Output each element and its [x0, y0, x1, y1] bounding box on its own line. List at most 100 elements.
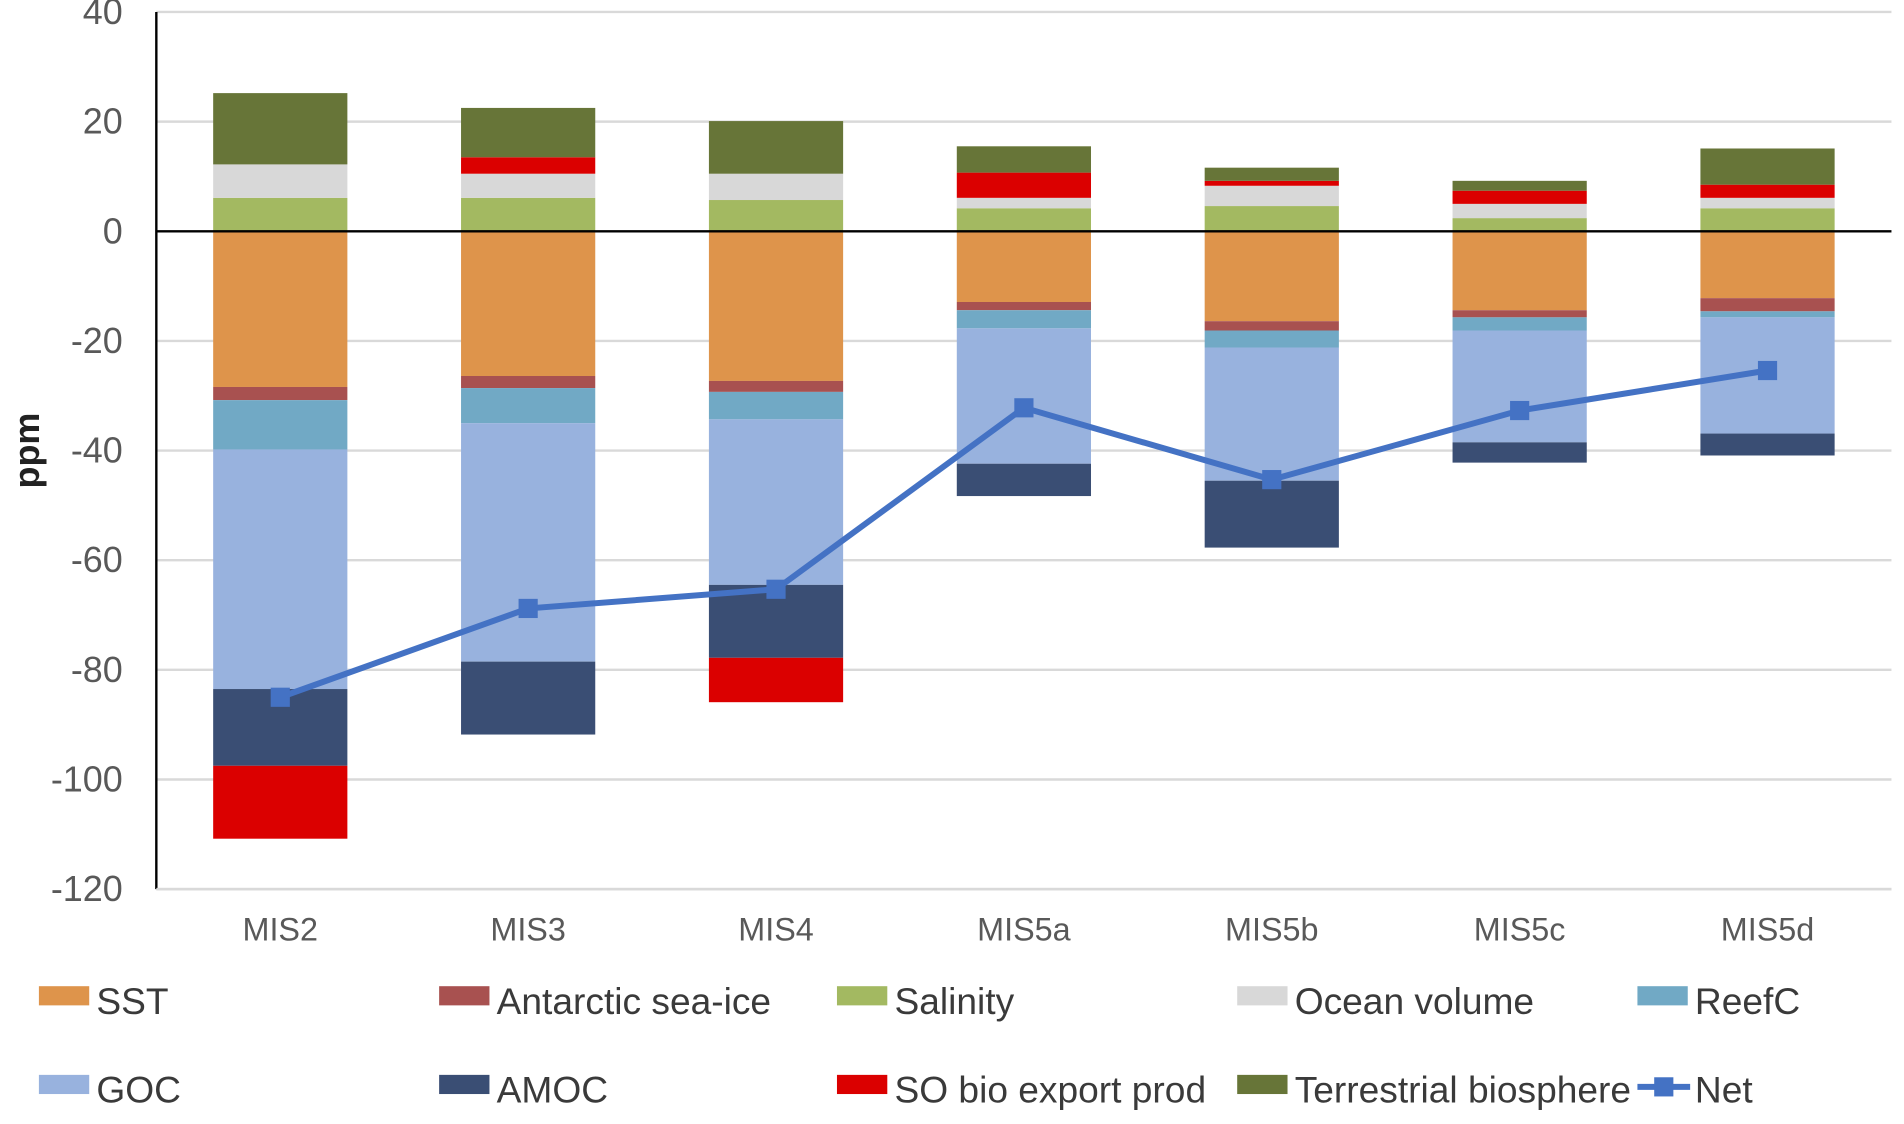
legend-label: Salinity [894, 980, 1014, 1022]
bar-segment-sst-mis3 [461, 231, 596, 377]
legend-item-amoc: AMOC [439, 1068, 608, 1110]
net-marker [1757, 360, 1778, 381]
legend-swatch [38, 1074, 90, 1095]
y-tick-label: -40 [71, 430, 123, 471]
bar-segment-sst-mis5c [1452, 231, 1587, 311]
legend-label: Ocean volume [1295, 980, 1534, 1022]
y-tick-label: -80 [71, 649, 123, 690]
legend-swatch [439, 986, 490, 1006]
bar-segment-reefc-mis5b [1204, 330, 1339, 348]
bar-segment-terrestrial-biosphere-mis3 [461, 107, 596, 158]
legend-label: Antarctic sea-ice [497, 980, 771, 1022]
bar-segment-amoc-mis5a [956, 463, 1092, 497]
bar-segment-sst-mis5b [1204, 231, 1339, 322]
net-marker [518, 598, 538, 619]
bar-segment-ocean-volume-mis3 [461, 173, 596, 198]
x-tick-label: MIS5d [1721, 912, 1814, 948]
bar-segment-reefc-mis5d [1700, 311, 1835, 318]
bar-segment-antarctic-sea-ice-mis5c [1452, 310, 1587, 318]
bar-segment-antarctic-sea-ice-mis5d [1700, 298, 1835, 312]
legend-swatch [836, 1074, 888, 1095]
net-marker [766, 579, 786, 599]
bar-segment-terrestrial-biosphere-mis5b [1204, 167, 1339, 181]
bar-segment-salinity-mis2 [213, 197, 348, 232]
bar-segment-ocean-volume-mis5a [956, 197, 1092, 209]
axes [155, 11, 1892, 891]
legend-label: SO bio export prod [894, 1068, 1206, 1110]
bar-segment-antarctic-sea-ice-mis2 [213, 386, 348, 401]
bar-segment-ocean-volume-mis4 [708, 173, 844, 201]
bar-segment-amoc-mis5c [1452, 442, 1587, 463]
bar-segment-salinity-mis3 [461, 197, 596, 232]
bar-segment-ocean-volume-mis5c [1452, 203, 1587, 219]
bar-segment-goc-mis4 [708, 419, 844, 585]
x-tick-label: MIS5b [1225, 912, 1318, 948]
y-tick-labels: 40 20 0 -20 -40 -60 -80 -100 -120 [51, 0, 123, 909]
bar-segment-sst-mis2 [213, 231, 348, 387]
bar-segment-so-bio-export-prod-mis5c [1452, 190, 1587, 204]
legend-item-ocean-volume: Ocean volume [1237, 980, 1534, 1022]
bar-segment-goc-mis2 [213, 449, 348, 690]
x-tick-label: MIS5c [1474, 912, 1566, 948]
legend-label: Terrestrial biosphere [1295, 1068, 1631, 1110]
y-tick-label: -100 [51, 758, 123, 799]
bar-segment-reefc-mis5a [956, 310, 1092, 329]
bar-segment-so-bio-export-prod-mis5b [1204, 180, 1339, 186]
legend-label: SST [96, 980, 168, 1022]
bar-segment-reefc-mis4 [708, 391, 844, 420]
bar-segment-antarctic-sea-ice-mis4 [708, 380, 844, 392]
bar-segment-goc-mis5b [1204, 347, 1339, 481]
bar-segment-salinity-mis5a [956, 208, 1092, 232]
bar-segment-so-bio-export-prod-mis2 [213, 765, 348, 839]
legend-item-antarctic-sea-ice: Antarctic sea-ice [439, 980, 771, 1022]
y-tick-label: -20 [71, 320, 123, 361]
y-tick-label: 0 [103, 210, 123, 251]
bar-segment-terrestrial-biosphere-mis5a [956, 146, 1092, 173]
x-tick-labels: MIS2 MIS3 MIS4 MIS5a MIS5b MIS5c MIS5d [243, 912, 1815, 948]
y-tick-label: 20 [83, 101, 123, 142]
bar-segment-salinity-mis4 [708, 200, 844, 232]
net-marker [1014, 398, 1034, 418]
legend-item-reefc: ReefC [1637, 980, 1800, 1022]
bar-segment-so-bio-export-prod-mis3 [461, 157, 596, 174]
bars [213, 93, 1835, 839]
legend: SST Antarctic sea-ice Salinity Ocean volume… [38, 980, 1800, 1110]
x-tick-label: MIS3 [490, 912, 565, 948]
legend-swatch [1237, 986, 1288, 1006]
bar-segment-reefc-mis5c [1452, 317, 1587, 331]
bar-segment-salinity-mis5b [1204, 206, 1339, 232]
bar-segment-amoc-mis3 [461, 661, 596, 735]
net-marker [270, 687, 290, 707]
bar-segment-salinity-mis5d [1700, 208, 1835, 232]
bar-segment-antarctic-sea-ice-mis5a [956, 301, 1092, 311]
bar-segment-antarctic-sea-ice-mis3 [461, 376, 596, 389]
y-tick-label: -120 [51, 868, 123, 909]
bar-segment-amoc-mis5b [1204, 480, 1339, 548]
bar-segment-salinity-mis5c [1452, 218, 1587, 232]
bar-segment-so-bio-export-prod-mis4 [708, 657, 844, 703]
legend-item-goc: GOC [38, 1068, 181, 1110]
legend-item-terrestrial-biosphere: Terrestrial biosphere [1237, 1068, 1631, 1110]
bar-segment-ocean-volume-mis5d [1700, 197, 1835, 209]
y-axis-label: ppm [6, 413, 47, 489]
legend-label: Net [1695, 1068, 1753, 1110]
legend-marker [1654, 1077, 1674, 1097]
legend-label: AMOC [497, 1068, 608, 1110]
x-tick-label: MIS4 [738, 912, 814, 948]
bar-segment-sst-mis5d [1700, 231, 1835, 299]
bar-segment-terrestrial-biosphere-mis5c [1452, 180, 1587, 191]
bar-segment-antarctic-sea-ice-mis5b [1204, 321, 1339, 331]
legend-item-so-bio-export-prod: SO bio export prod [836, 1068, 1206, 1110]
legend-label: GOC [96, 1068, 181, 1110]
x-tick-label: MIS5a [977, 912, 1070, 948]
bar-segment-ocean-volume-mis2 [213, 164, 348, 198]
bar-segment-so-bio-export-prod-mis5a [956, 172, 1092, 198]
y-tick-label: 40 [83, 0, 123, 32]
bar-segment-ocean-volume-mis5b [1204, 185, 1339, 207]
bar-segment-sst-mis4 [708, 231, 844, 381]
legend-swatch [439, 1074, 490, 1095]
net-marker [1510, 400, 1530, 421]
bar-segment-terrestrial-biosphere-mis4 [708, 121, 844, 174]
bar-segment-reefc-mis3 [461, 388, 596, 424]
